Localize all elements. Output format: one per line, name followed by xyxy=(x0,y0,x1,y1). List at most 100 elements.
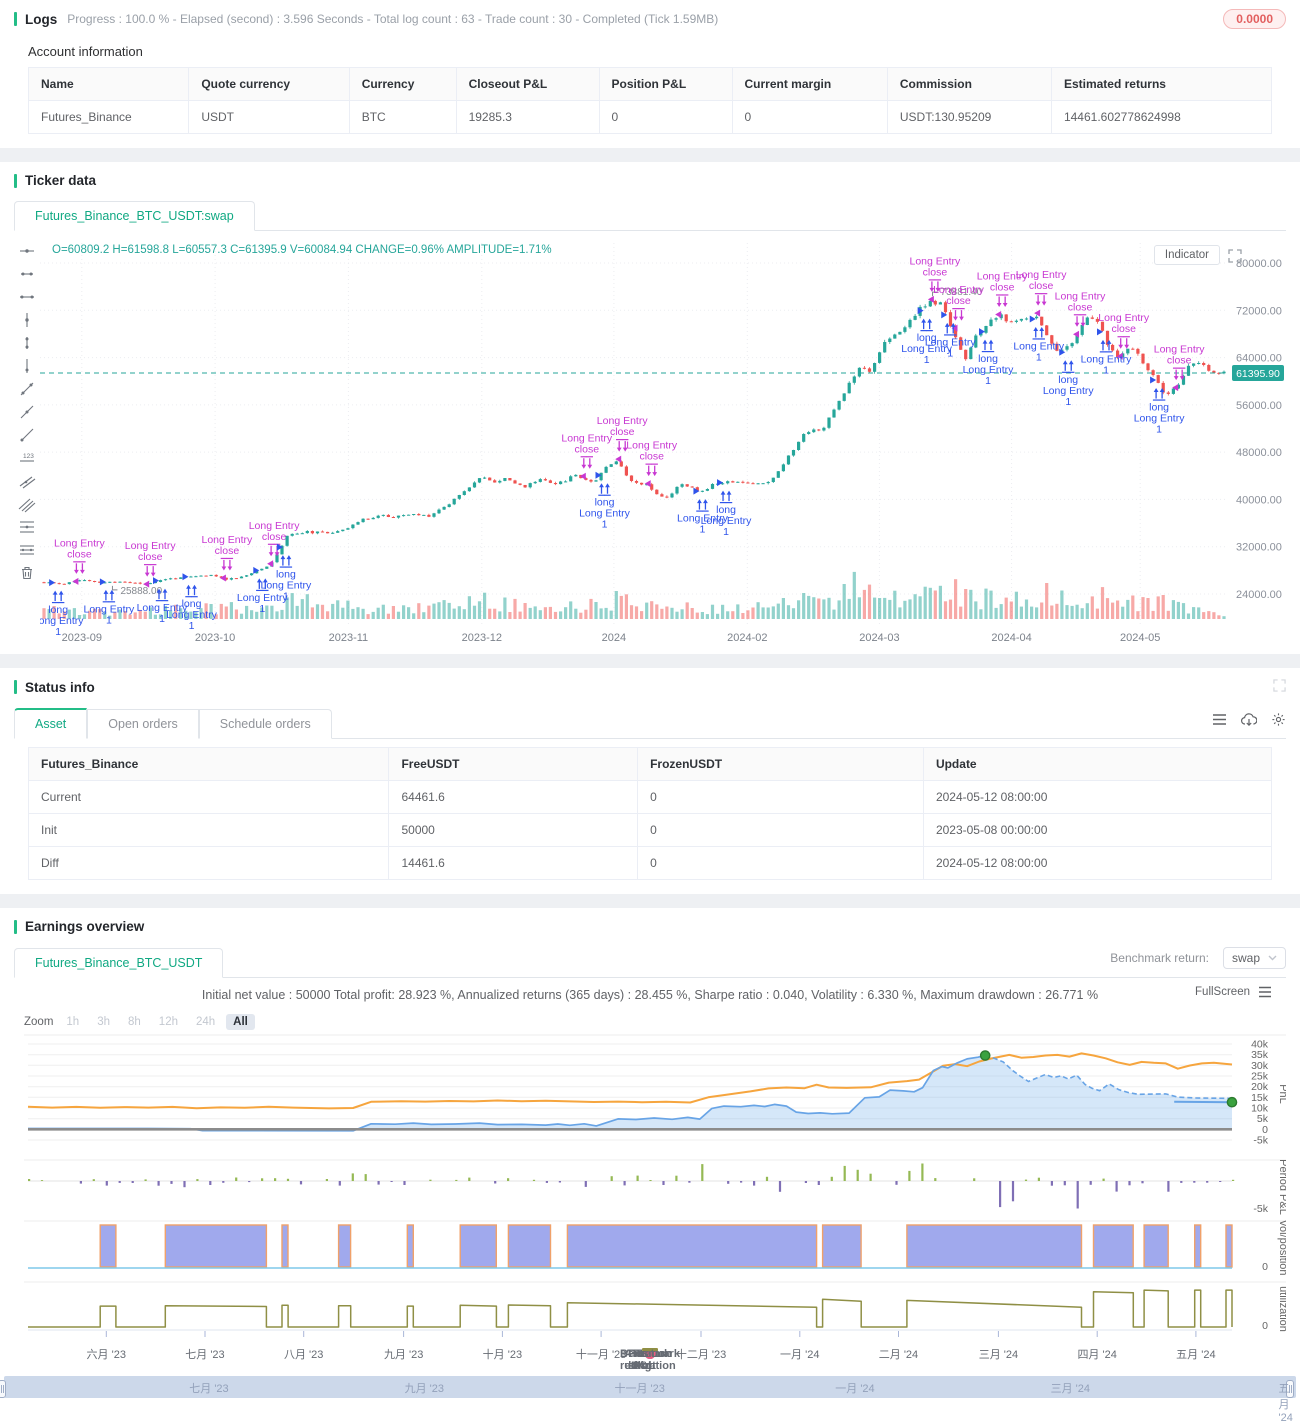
asset-col-header: FreeUSDT xyxy=(388,747,639,781)
benchmark-return-label: Benchmark return: xyxy=(1110,951,1209,965)
gear-icon[interactable] xyxy=(1271,712,1286,730)
svg-text:1: 1 xyxy=(1036,351,1042,363)
frozen-usdt-cell: 0 xyxy=(637,813,924,847)
svg-text:1: 1 xyxy=(924,354,930,366)
vertical-ray-icon[interactable] xyxy=(16,356,38,376)
svg-text:123: 123 xyxy=(23,453,34,460)
svg-text:40000.00: 40000.00 xyxy=(1236,494,1282,506)
account-section: Account information Name Quote currency … xyxy=(0,44,1300,134)
zoom-button-8h[interactable]: 8h xyxy=(128,1016,141,1028)
svg-text:Long Entry: Long Entry xyxy=(166,609,218,621)
svg-text:2024: 2024 xyxy=(602,632,626,644)
current-link[interactable]: Current xyxy=(27,780,390,814)
svg-text:Long Entry: Long Entry xyxy=(54,537,106,549)
time-axis-label: 二月 '24 xyxy=(878,1349,919,1361)
zoom-label: Zoom xyxy=(24,1016,54,1028)
tab-ticker-symbol[interactable]: Futures_Binance_BTC_USDT:swap xyxy=(14,201,255,231)
kline-chart[interactable]: 80000.00 72000.00 64000.00 56000.00 48000.00… xyxy=(33,237,1286,647)
benchmark-return-select[interactable]: swap xyxy=(1222,947,1286,969)
svg-text:Period P&L: Period P&L xyxy=(1277,1159,1286,1215)
svg-text:-5k: -5k xyxy=(1253,1135,1268,1147)
fullscreen-button[interactable]: FullScreen xyxy=(1195,986,1250,998)
svg-text:72000.00: 72000.00 xyxy=(1236,305,1282,317)
free-usdt-cell: 64461.6 xyxy=(388,780,639,814)
menu-icon[interactable] xyxy=(1212,713,1227,729)
zoom-button-3h[interactable]: 3h xyxy=(97,1016,110,1028)
navigator-left-handle[interactable] xyxy=(0,1380,6,1398)
zoom-button-all[interactable]: All xyxy=(226,1014,255,1030)
chart-menu-icon[interactable] xyxy=(1258,986,1272,998)
svg-text:56000.00: 56000.00 xyxy=(1236,400,1282,412)
navigator-right-handle[interactable] xyxy=(1286,1380,1294,1398)
trend-ray-icon[interactable] xyxy=(16,425,38,445)
svg-text:long: long xyxy=(595,497,615,509)
horizontal-ray-icon[interactable] xyxy=(16,287,38,307)
closeout-pnl-cell: 19285.3 xyxy=(455,100,600,134)
svg-text:1: 1 xyxy=(700,524,706,536)
svg-text:long: long xyxy=(48,604,68,616)
vol-position-chart[interactable]: 0 vol/position xyxy=(24,1220,1289,1276)
svg-text:utilization: utilization xyxy=(1277,1286,1286,1332)
cloud-download-icon[interactable] xyxy=(1241,712,1258,730)
frozen-usdt-cell: 0 xyxy=(637,846,924,880)
trash-icon[interactable] xyxy=(16,563,38,583)
utilization-panel: 0 utilization xyxy=(24,1281,1300,1342)
range-navigator[interactable]: 七月 '23 九月 '23 十一月 '23 一月 '24 三月 '24 五月 '24 xyxy=(0,1376,1296,1424)
tab-earnings-symbol[interactable]: Futures_Binance_BTC_USDT xyxy=(14,948,224,978)
svg-text:32000.00: 32000.00 xyxy=(1236,542,1282,554)
current-margin-cell: 0 xyxy=(731,100,888,134)
trend-segment-icon[interactable] xyxy=(16,402,38,422)
status-expand-icon[interactable] xyxy=(1273,679,1286,695)
svg-text:PnL: PnL xyxy=(1277,1084,1286,1104)
account-row: Futures_Binance USDT BTC 19285.3 0 0 USD… xyxy=(27,100,1273,134)
account-col-header: Current margin xyxy=(731,67,888,101)
svg-text:close: close xyxy=(990,281,1015,293)
svg-text:5k: 5k xyxy=(1257,1113,1269,1125)
vertical-segment-icon[interactable] xyxy=(16,333,38,353)
svg-text:O=60809.2 H=61598.8 L=60557.3: O=60809.2 H=61598.8 L=60557.3 C=61395.9 … xyxy=(52,244,552,256)
channel-icon[interactable] xyxy=(16,494,38,514)
asset-row-init: Init 50000 0 2023-05-08 00:00:00 xyxy=(27,813,1273,847)
tab-asset[interactable]: Asset xyxy=(14,708,88,739)
indicator-button[interactable]: Indicator xyxy=(1153,245,1220,265)
status-tab-row: Asset Open orders Schedule orders xyxy=(14,708,1286,739)
utilization-chart[interactable]: 0 utilization xyxy=(24,1281,1289,1339)
fibonacci-lines-icon[interactable] xyxy=(16,517,38,537)
vertical-line-icon[interactable] xyxy=(16,310,38,330)
zoom-button-12h[interactable]: 12h xyxy=(158,1016,178,1028)
legend-dot-icon xyxy=(644,1348,656,1359)
zoom-button-1h[interactable]: 1h xyxy=(66,1016,80,1028)
navigator-label: 十一月 '23 xyxy=(614,1383,665,1395)
horizontal-line-icon[interactable] xyxy=(16,241,38,261)
accent-bar xyxy=(14,680,17,694)
navigator-label: 九月 '23 xyxy=(404,1383,445,1395)
svg-text:close: close xyxy=(67,548,92,560)
period-pnl-chart[interactable]: -5k Period P&L xyxy=(24,1159,1289,1215)
svg-text:2024-02: 2024-02 xyxy=(727,632,767,644)
svg-text:Long Entry: Long Entry xyxy=(137,602,189,614)
svg-text:Long Entry: Long Entry xyxy=(125,540,177,552)
price-line-icon[interactable]: 123 xyxy=(16,448,38,468)
time-axis-labels: PnLBenchmark returnPeriod P&LTrade VolPo… xyxy=(24,1344,1276,1372)
parallel-lines-icon[interactable] xyxy=(16,471,38,491)
chart-expand-icon[interactable] xyxy=(1228,249,1242,266)
tab-open-orders[interactable]: Open orders xyxy=(87,709,199,739)
svg-text:1: 1 xyxy=(602,519,608,531)
position-panel: 0 vol/position xyxy=(24,1220,1300,1279)
magnet-lines-icon[interactable] xyxy=(16,540,38,560)
tab-schedule-orders[interactable]: Schedule orders xyxy=(198,709,332,739)
ticker-section: Ticker data Futures_Binance_BTC_USDT:swa… xyxy=(0,162,1300,654)
zoom-button-24h[interactable]: 24h xyxy=(195,1016,216,1028)
svg-text:1: 1 xyxy=(723,526,729,538)
asset-row-diff: Diff 14461.6 0 2024-05-12 08:00:00 xyxy=(27,846,1273,880)
svg-text:2023-12: 2023-12 xyxy=(462,632,502,644)
frozen-usdt-cell: 0 xyxy=(637,780,924,814)
horizontal-segment-icon[interactable] xyxy=(16,264,38,284)
time-axis-label: 四月 '24 xyxy=(1077,1349,1117,1361)
svg-text:1: 1 xyxy=(947,347,953,359)
trend-line-icon[interactable] xyxy=(16,379,38,399)
svg-text:64000.00: 64000.00 xyxy=(1236,353,1282,365)
svg-text:Long Entry: Long Entry xyxy=(84,603,136,615)
svg-text:80000.00: 80000.00 xyxy=(1236,258,1282,270)
